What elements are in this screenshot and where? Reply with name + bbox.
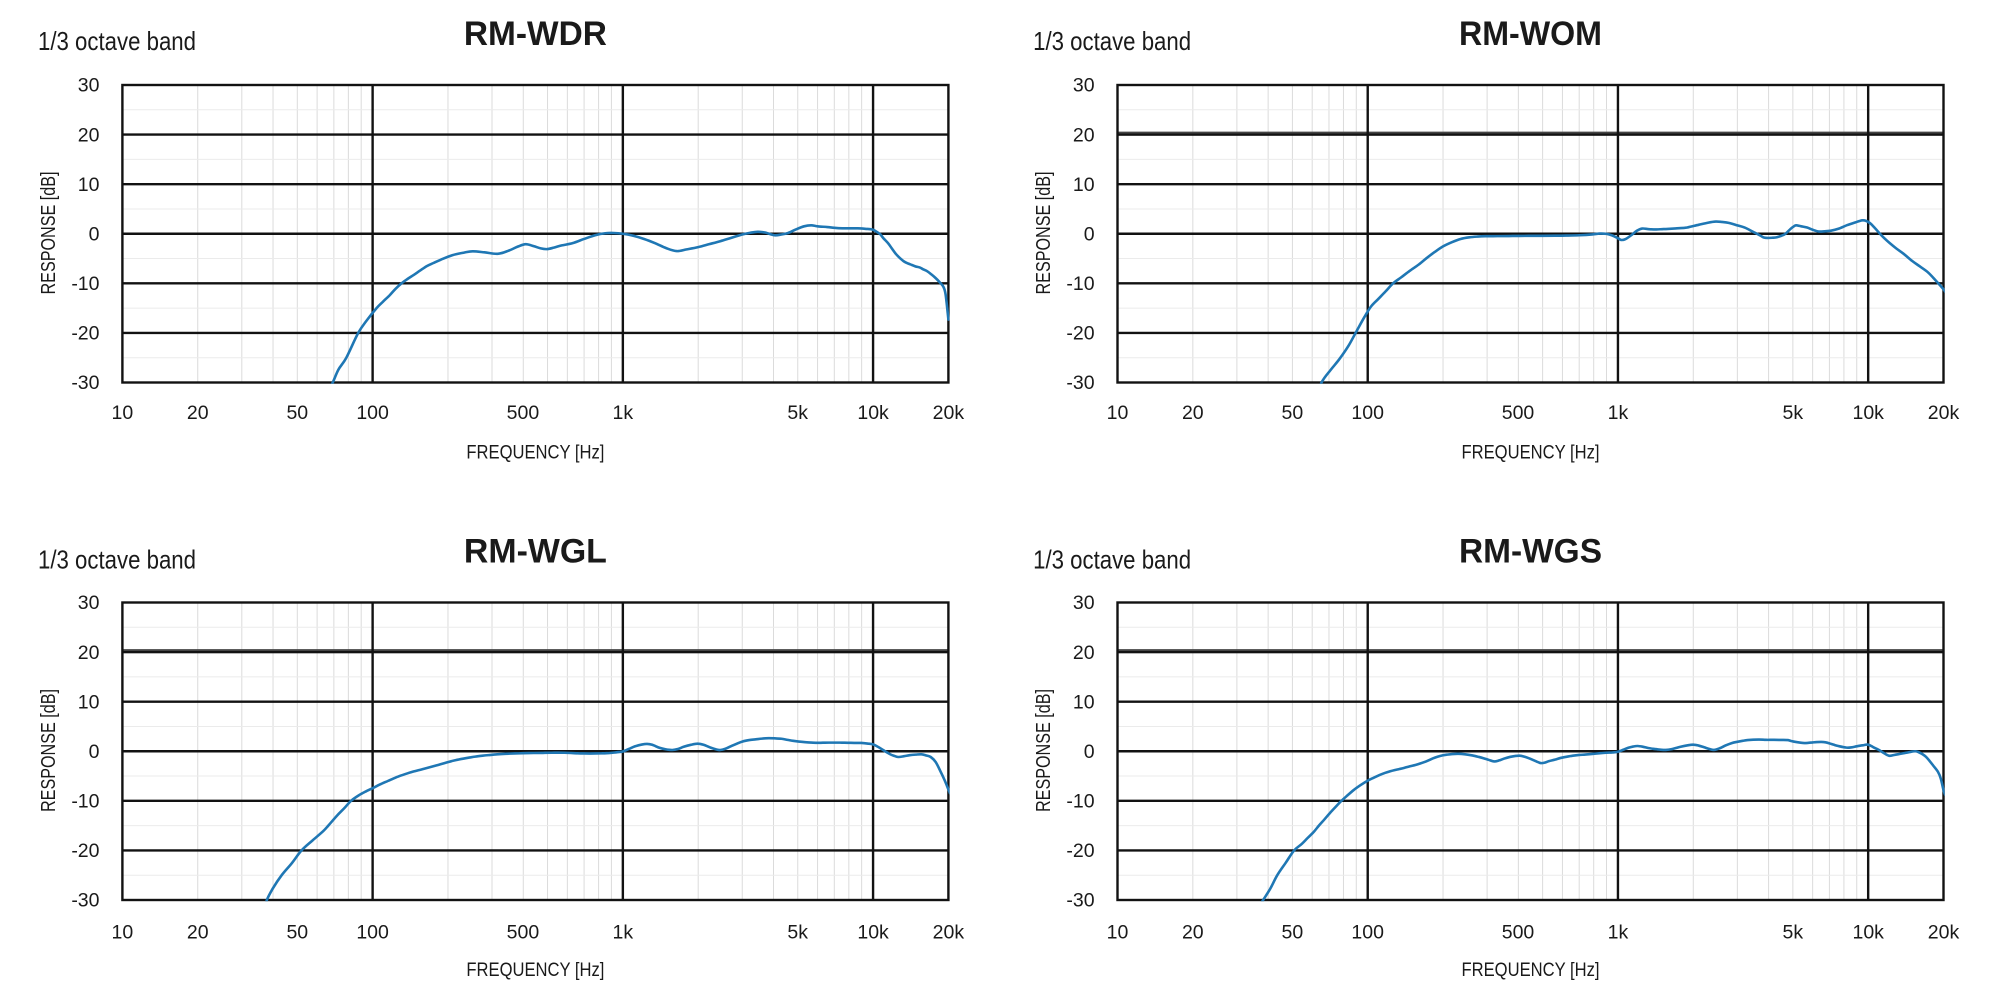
svg-text:RESPONSE [dB]: RESPONSE [dB] [1033,172,1055,295]
svg-text:10k: 10k [857,402,889,424]
svg-text:30: 30 [1073,75,1095,97]
svg-text:20: 20 [1073,642,1095,664]
svg-text:50: 50 [1282,921,1304,943]
svg-text:100: 100 [1351,921,1384,943]
svg-text:10: 10 [1073,691,1095,713]
svg-text:-10: -10 [71,273,99,295]
svg-text:30: 30 [1073,592,1095,614]
svg-text:RESPONSE [dB]: RESPONSE [dB] [1033,689,1055,812]
svg-text:-20: -20 [71,323,99,345]
svg-text:0: 0 [1084,223,1095,245]
svg-text:10: 10 [78,691,100,713]
svg-text:1/3 octave band: 1/3 octave band [38,544,196,574]
svg-text:500: 500 [1502,402,1535,424]
svg-text:RM-WDR: RM-WDR [464,15,607,53]
svg-text:FREQUENCY [Hz]: FREQUENCY [Hz] [1462,442,1600,464]
svg-text:50: 50 [1282,402,1304,424]
svg-text:20k: 20k [1928,402,1960,424]
svg-text:-10: -10 [1066,791,1094,813]
svg-text:20: 20 [78,124,100,146]
svg-text:10k: 10k [1852,921,1884,943]
svg-text:20: 20 [78,642,100,664]
svg-text:30: 30 [78,592,100,614]
svg-text:50: 50 [286,921,308,943]
svg-text:-30: -30 [1066,372,1094,394]
svg-text:0: 0 [89,223,100,245]
svg-text:1k: 1k [612,921,633,943]
svg-text:100: 100 [1351,402,1384,424]
svg-text:10: 10 [1073,174,1095,196]
svg-text:0: 0 [89,741,100,763]
svg-text:20: 20 [187,402,209,424]
svg-text:-20: -20 [71,840,99,862]
svg-text:0: 0 [1084,741,1095,763]
svg-text:20: 20 [1073,124,1095,146]
svg-text:5k: 5k [787,402,808,424]
svg-text:-20: -20 [1066,840,1094,862]
svg-text:20k: 20k [933,402,965,424]
svg-text:RESPONSE [dB]: RESPONSE [dB] [38,689,60,812]
svg-text:FREQUENCY [Hz]: FREQUENCY [Hz] [466,959,604,981]
svg-text:1k: 1k [1608,921,1629,943]
svg-text:5k: 5k [787,921,808,943]
svg-text:20k: 20k [1928,921,1960,943]
svg-text:20: 20 [1182,921,1204,943]
svg-text:50: 50 [286,402,308,424]
svg-text:10k: 10k [857,921,889,943]
svg-text:RM-WGL: RM-WGL [464,533,607,571]
svg-text:100: 100 [356,921,389,943]
svg-text:10k: 10k [1852,402,1884,424]
svg-text:RESPONSE [dB]: RESPONSE [dB] [38,172,60,295]
svg-text:20k: 20k [933,921,965,943]
svg-text:-30: -30 [71,372,99,394]
svg-text:100: 100 [356,402,389,424]
svg-text:20: 20 [1182,402,1204,424]
svg-text:RM-WOM: RM-WOM [1459,15,1602,53]
svg-text:-10: -10 [1066,273,1094,295]
svg-text:30: 30 [78,75,100,97]
svg-text:-20: -20 [1066,323,1094,345]
svg-text:1k: 1k [612,402,633,424]
svg-text:10: 10 [1107,921,1129,943]
svg-text:-30: -30 [71,890,99,912]
svg-text:10: 10 [1107,402,1129,424]
svg-text:500: 500 [1502,921,1535,943]
svg-text:10: 10 [112,921,134,943]
svg-text:10: 10 [78,174,100,196]
svg-text:5k: 5k [1782,921,1803,943]
svg-text:5k: 5k [1782,402,1803,424]
svg-text:10: 10 [112,402,134,424]
svg-text:RM-WGS: RM-WGS [1459,533,1602,571]
svg-text:-10: -10 [71,791,99,813]
svg-text:1/3 octave band: 1/3 octave band [38,26,196,56]
svg-text:-30: -30 [1066,890,1094,912]
svg-text:500: 500 [507,402,540,424]
svg-text:1/3 octave band: 1/3 octave band [1033,26,1191,56]
svg-text:1k: 1k [1608,402,1629,424]
svg-text:500: 500 [507,921,540,943]
svg-text:1/3 octave band: 1/3 octave band [1033,544,1191,574]
svg-text:FREQUENCY [Hz]: FREQUENCY [Hz] [466,442,604,464]
svg-text:20: 20 [187,921,209,943]
svg-text:FREQUENCY [Hz]: FREQUENCY [Hz] [1462,959,1600,981]
